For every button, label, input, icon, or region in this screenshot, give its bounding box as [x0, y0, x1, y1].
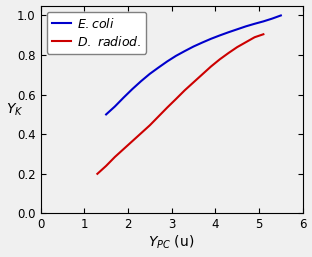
- $\it{E.coli}$: [261, 20, 265, 23]
- $\it{E.coli}$: [200, 41, 204, 44]
- Legend: $\it{E.coli}$, $\it{D.\ radiod.}$: $\it{E.coli}$, $\it{D.\ radiod.}$: [47, 12, 146, 53]
- $\it{D.\ radiod.}$: [174, 97, 178, 100]
- $\it{E.coli}$: [270, 17, 274, 20]
- $\it{E.coli}$: [165, 60, 169, 63]
- X-axis label: $Y_{PC}$ (u): $Y_{PC}$ (u): [149, 234, 195, 251]
- $\it{E.coli}$: [279, 14, 283, 17]
- $\it{E.coli}$: [174, 54, 178, 57]
- $\it{D.\ radiod.}$: [192, 81, 195, 84]
- $\it{E.coli}$: [139, 80, 143, 83]
- $\it{D.\ radiod.}$: [200, 73, 204, 76]
- $\it{E.coli}$: [253, 22, 256, 25]
- $\it{E.coli}$: [104, 113, 108, 116]
- $\it{E.coli}$: [148, 72, 152, 75]
- $\it{E.coli}$: [122, 96, 125, 99]
- $\it{D.\ radiod.}$: [261, 33, 265, 36]
- Line: $\it{E.coli}$: $\it{E.coli}$: [106, 15, 281, 114]
- $\it{D.\ radiod.}$: [218, 58, 222, 61]
- $\it{E.coli}$: [113, 105, 117, 108]
- $\it{D.\ radiod.}$: [209, 65, 213, 68]
- $\it{D.\ radiod.}$: [122, 148, 125, 151]
- $\it{E.coli}$: [157, 66, 160, 69]
- $\it{E.coli}$: [130, 88, 134, 91]
- $\it{D.\ radiod.}$: [104, 164, 108, 168]
- $\it{E.coli}$: [235, 28, 239, 31]
- $\it{D.\ radiod.}$: [157, 115, 160, 118]
- $\it{D.\ radiod.}$: [253, 36, 256, 39]
- $\it{D.\ radiod.}$: [148, 124, 152, 127]
- Y-axis label: $Y_K$: $Y_K$: [6, 101, 23, 118]
- $\it{D.\ radiod.}$: [183, 89, 187, 92]
- $\it{D.\ radiod.}$: [113, 155, 117, 159]
- $\it{D.\ radiod.}$: [139, 132, 143, 135]
- Line: $\it{D.\ radiod.}$: $\it{D.\ radiod.}$: [97, 34, 263, 174]
- $\it{D.\ radiod.}$: [244, 41, 248, 44]
- $\it{D.\ radiod.}$: [227, 51, 230, 54]
- $\it{D.\ radiod.}$: [235, 45, 239, 49]
- $\it{D.\ radiod.}$: [165, 106, 169, 109]
- $\it{E.coli}$: [192, 45, 195, 48]
- $\it{E.coli}$: [183, 50, 187, 53]
- $\it{D.\ radiod.}$: [130, 140, 134, 143]
- $\it{E.coli}$: [227, 31, 230, 34]
- $\it{D.\ radiod.}$: [95, 172, 99, 175]
- $\it{E.coli}$: [218, 34, 222, 37]
- $\it{E.coli}$: [244, 25, 248, 28]
- $\it{E.coli}$: [209, 37, 213, 40]
